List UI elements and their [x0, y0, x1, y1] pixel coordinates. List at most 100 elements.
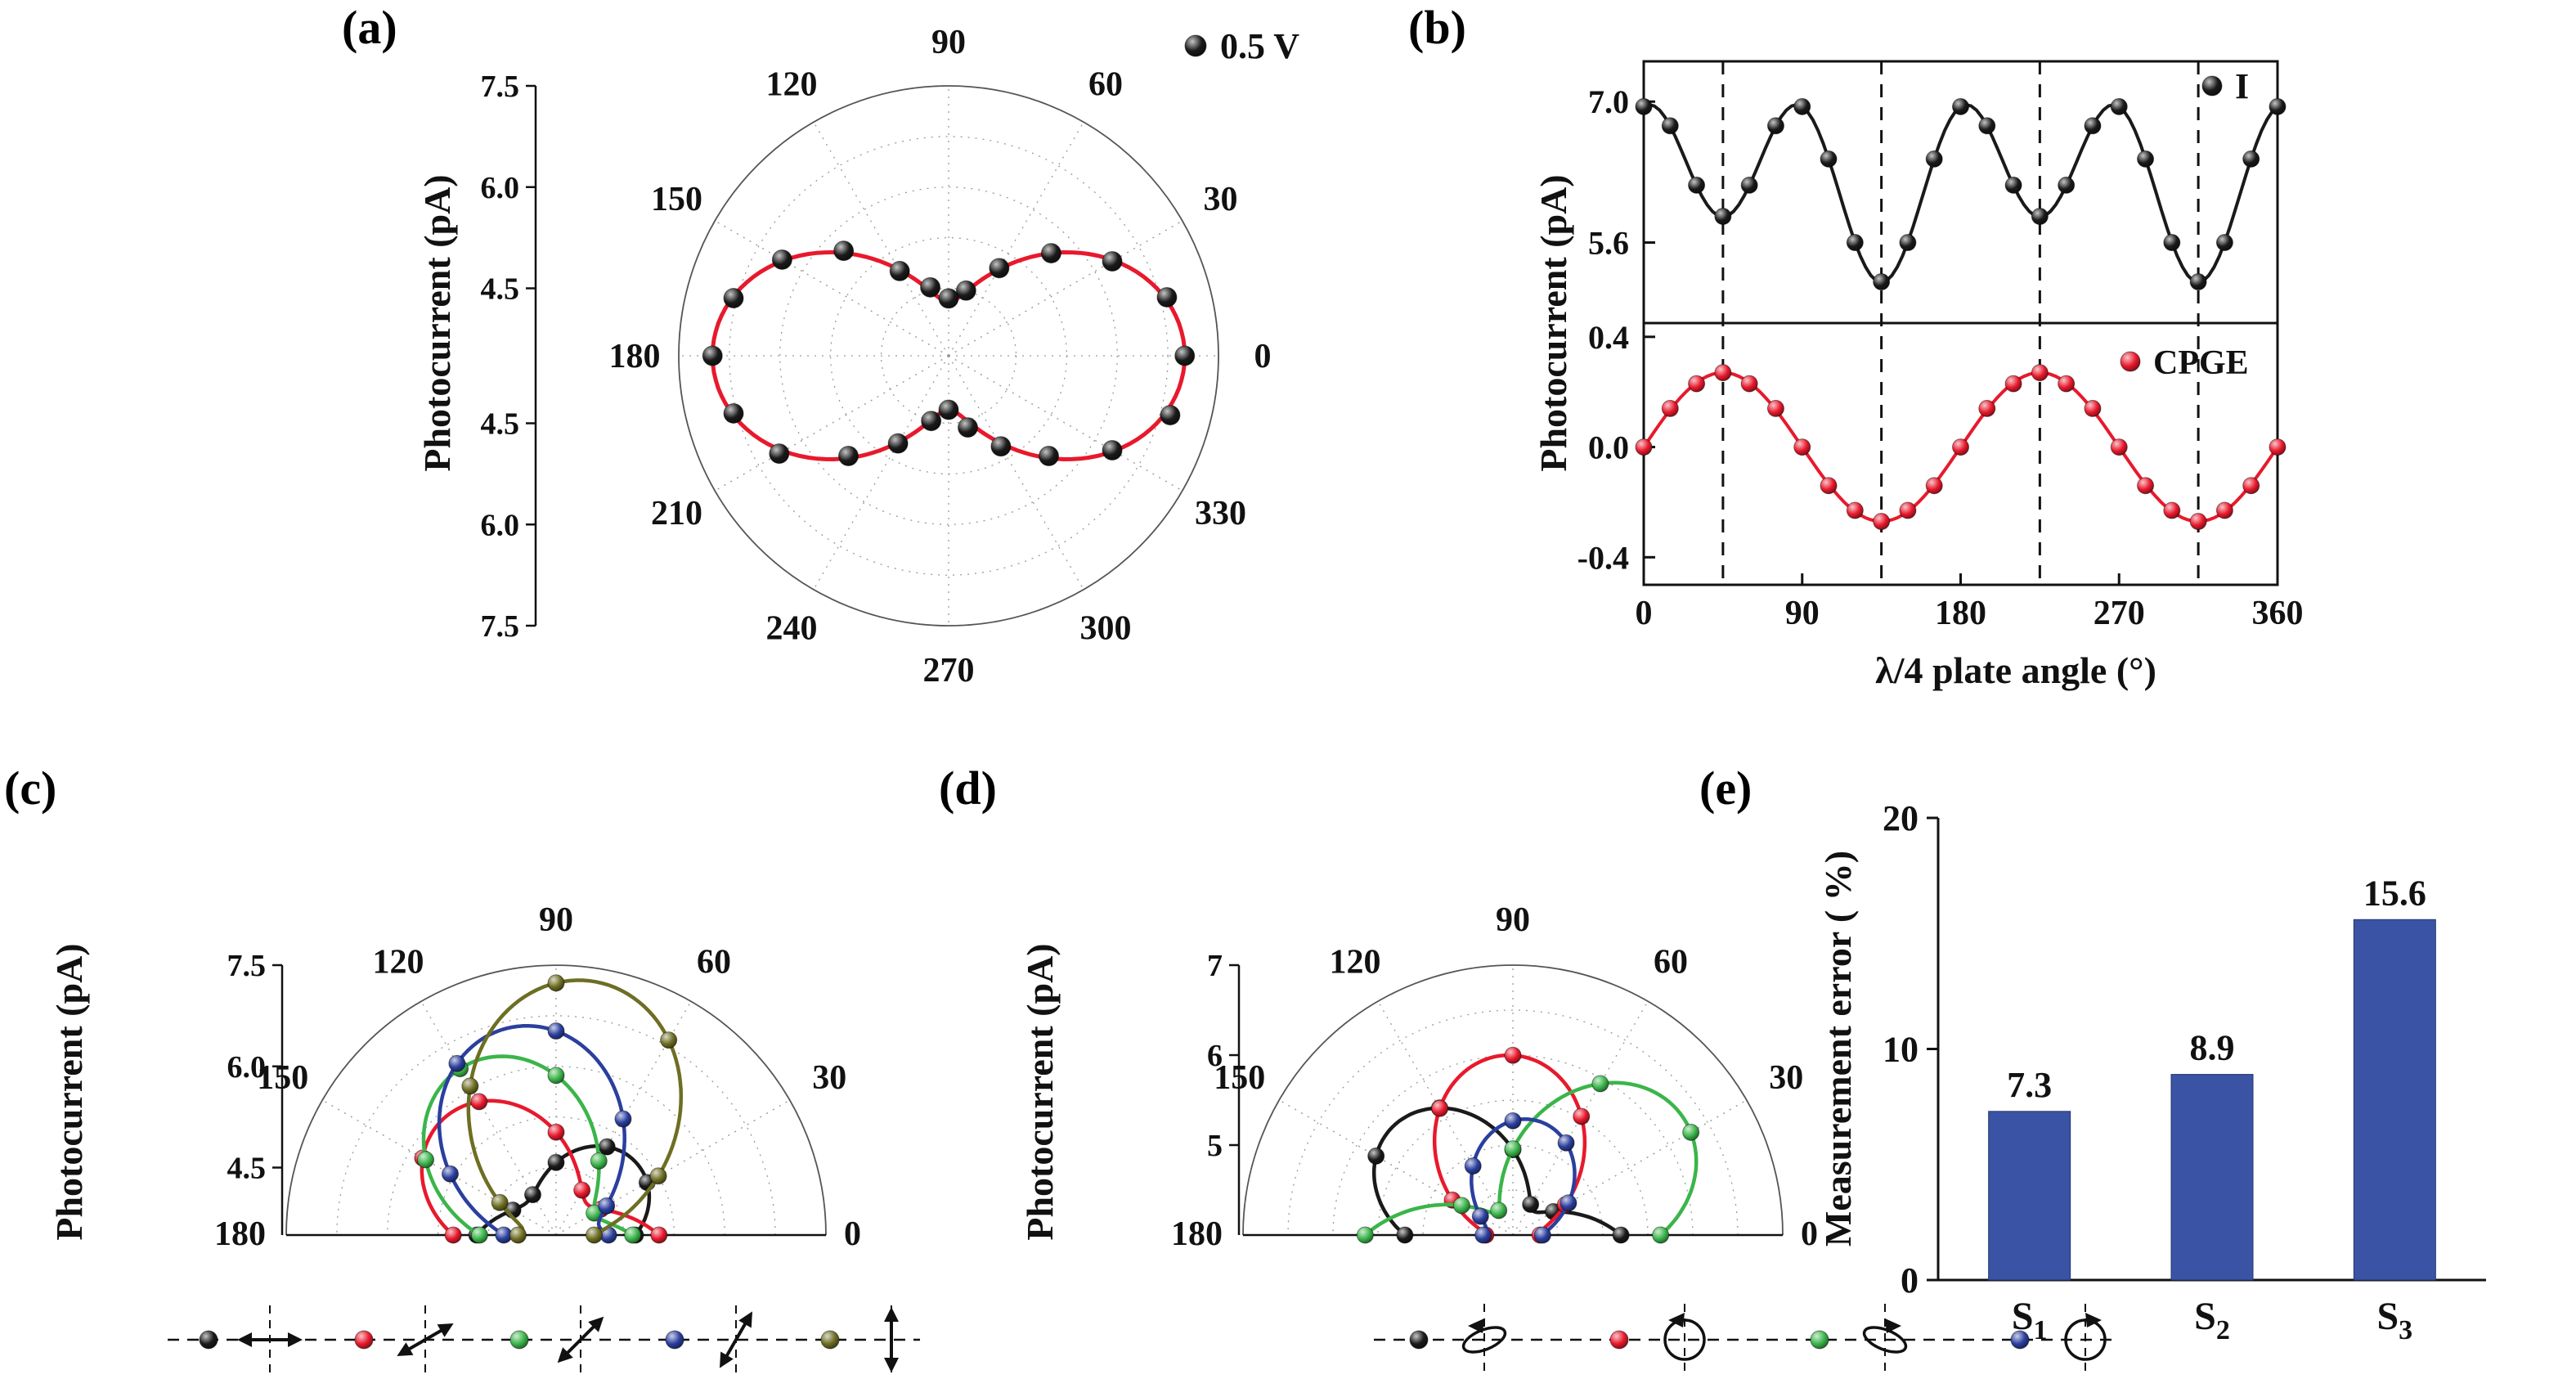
- polar-grid-spoke: [1377, 1000, 1514, 1236]
- polar-grid-spoke: [714, 355, 949, 492]
- arrowhead: [288, 1332, 303, 1347]
- data-point-cpge: [2084, 399, 2102, 417]
- data-point-linear-pol-30deg: [470, 1093, 488, 1111]
- data-point-marker: [938, 399, 959, 420]
- data-point-linear-pol-0deg: [523, 1186, 541, 1204]
- data-point-marker: [889, 260, 910, 281]
- data-point-elliptical-right: [1652, 1226, 1670, 1244]
- data-point-i: [1740, 176, 1758, 194]
- legend-marker: [509, 1330, 529, 1350]
- polar-angle-label: 240: [766, 610, 818, 648]
- polar-angle-label: 180: [1171, 1215, 1223, 1253]
- data-point-linear-pol-45deg: [417, 1151, 435, 1169]
- panel-e-label: (e): [1699, 761, 1752, 815]
- data-point-i: [1873, 273, 1891, 291]
- polar-angle-label: 180: [609, 338, 661, 375]
- radial-tick-label: 7.5: [481, 70, 520, 104]
- bar-value-label: 15.6: [2363, 873, 2426, 913]
- data-point-linear-pol-60deg: [441, 1165, 459, 1183]
- polar-grid-spoke: [1512, 1000, 1649, 1236]
- data-point-cpge: [2269, 438, 2287, 456]
- polarization-arrow-icon: [720, 1311, 752, 1368]
- polar-angle-label: 30: [1769, 1059, 1803, 1097]
- data-point-linear-pol-30deg: [650, 1226, 668, 1244]
- data-point-marker: [833, 240, 855, 262]
- data-point-i: [1661, 117, 1679, 135]
- data-point-linear-pol-30deg: [573, 1181, 591, 1199]
- data-point-cpge: [2242, 477, 2260, 495]
- data-point-cpge: [1820, 477, 1838, 495]
- data-point-i: [1820, 150, 1838, 168]
- data-point-i: [2269, 97, 2287, 115]
- data-point-i: [1978, 117, 1996, 135]
- data-point-elliptical-right: [1591, 1075, 1609, 1093]
- data-point-i: [1635, 97, 1653, 115]
- panel-a-label: (a): [342, 1, 397, 54]
- radial-tick-label: 7.5: [227, 949, 267, 983]
- data-point-i: [2058, 176, 2076, 194]
- polar-grid-spoke: [948, 220, 1183, 357]
- polar-angle-label: 210: [651, 495, 702, 532]
- rotation-arrowhead: [1885, 1318, 1901, 1333]
- legend-marker: [1184, 34, 1207, 57]
- data-point-cpge: [1793, 438, 1811, 456]
- data-point-i: [1766, 117, 1784, 135]
- panel-a-ylabel: Photocurrent (pA): [416, 174, 458, 472]
- data-point-linear-pol-30deg: [444, 1226, 462, 1244]
- data-point-marker: [723, 288, 744, 309]
- polar-angle-label: 330: [1195, 495, 1246, 532]
- y-tick-label: 5.6: [1588, 225, 1629, 262]
- data-point-marker: [920, 276, 941, 298]
- data-point-linear-pol-45deg: [590, 1152, 608, 1170]
- data-point-marker: [990, 436, 1012, 457]
- bar-s1: [1988, 1111, 2071, 1281]
- radial-tick-label: 6: [1207, 1039, 1223, 1073]
- legend-marker: [354, 1330, 374, 1350]
- x-tick-label: 180: [1935, 595, 1986, 632]
- polarization-arrow-icon: [397, 1323, 454, 1356]
- y-tick-label: -0.4: [1577, 539, 1629, 576]
- polar-grid-circle: [779, 186, 1118, 525]
- data-point-marker: [1039, 446, 1060, 467]
- legend-marker: [199, 1330, 218, 1350]
- data-point-elliptical-right: [1490, 1202, 1508, 1220]
- data-point-marker: [957, 417, 978, 438]
- data-point-cpge: [1846, 501, 1864, 519]
- legend-label: 0.5 V: [1220, 26, 1299, 66]
- data-point-i: [1688, 176, 1706, 194]
- polar-angle-label: 60: [1654, 944, 1688, 981]
- data-point-linear-pol-90deg: [649, 1167, 667, 1185]
- data-point-cpge: [2163, 501, 2181, 519]
- panel-b-xlabel: λ/4 plate angle (°): [1875, 649, 2156, 691]
- data-point-cpge: [1925, 477, 1943, 495]
- data-point-linear-pol-0deg: [547, 1153, 565, 1171]
- data-point-i: [2031, 208, 2049, 226]
- data-point-marker: [989, 258, 1010, 279]
- data-point-marker: [723, 402, 744, 424]
- data-point-elliptical-left: [1612, 1226, 1630, 1244]
- radial-tick-label: 4.5: [481, 407, 520, 442]
- x-tick-label: 90: [1785, 595, 1820, 632]
- polar-grid-spoke: [948, 121, 1084, 357]
- data-point-circular-right: [1464, 1157, 1482, 1175]
- x-tick-label: 0: [1636, 595, 1653, 632]
- data-point-elliptical-right: [1356, 1226, 1374, 1244]
- data-point-linear-pol-90deg: [586, 1226, 604, 1244]
- polar-angle-label: 0: [1801, 1215, 1818, 1253]
- data-point-cpge: [1766, 399, 1784, 417]
- y-tick-label: 0.0: [1588, 429, 1629, 466]
- legend-marker: [1609, 1330, 1629, 1350]
- arrowhead: [397, 1342, 414, 1356]
- polar-angle-label: 150: [651, 181, 702, 218]
- polar-grid-arc: [387, 1066, 725, 1236]
- data-point-elliptical-right: [1452, 1197, 1470, 1215]
- radial-tick-label: 4.5: [481, 272, 520, 307]
- polar-outer-circle: [678, 85, 1219, 627]
- photocurrent-curve: [1643, 103, 2279, 285]
- data-point-linear-pol-90deg: [660, 1031, 678, 1049]
- data-point-elliptical-right: [1504, 1140, 1522, 1158]
- legend-label-cpge: CPGE: [2153, 344, 2249, 382]
- radial-tick-label: 6.0: [481, 508, 520, 542]
- data-point-marker: [1040, 243, 1061, 264]
